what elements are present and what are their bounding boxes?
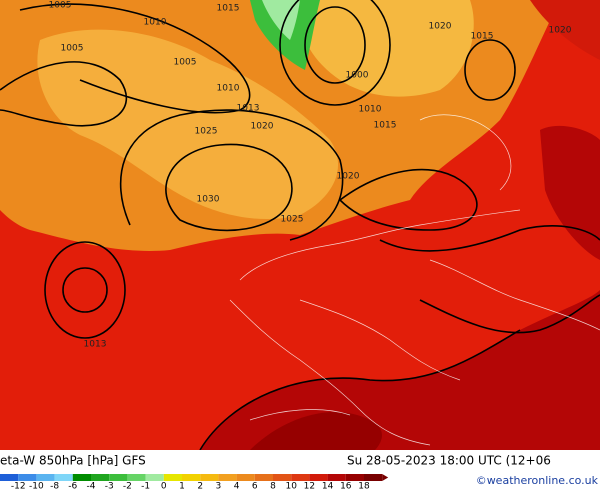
contour-label: 1015 [374,121,397,131]
colorbar-swatch [254,474,273,481]
light-orange-region [37,29,339,220]
colorbar-swatch [72,474,91,481]
colorbar-swatch [236,474,255,481]
contour-label: 1020 [251,122,274,132]
colorbar-label: 3 [216,482,222,491]
colorbar-swatch [145,474,164,481]
colorbar-label: -12 [11,482,26,491]
colorbar-swatch [18,474,37,481]
colorbar-label: 0 [161,482,167,491]
colorbar-swatch [200,474,219,481]
contour-label: 1020 [429,22,452,32]
colorbar-label: 8 [270,482,276,491]
colorbar-swatch [327,474,346,481]
colorbar-swatch [127,474,146,481]
colorbar-label: 12 [304,482,315,491]
colorbar-label: -6 [68,482,77,491]
contour-label: 1020 [549,26,572,36]
contour-label: 1005 [61,44,84,54]
colorbar-swatch [54,474,73,481]
colorbar-swatch [291,474,310,481]
colorbar-label: 14 [322,482,334,491]
colorbar-swatch [91,474,110,481]
colorbar-swatch [218,474,237,481]
contour-label: 1025 [281,215,304,225]
colorbar: -12 -10 -8 -6 -4 -3 -2 -1 0 1 2 3 4 6 8 10 12 14 16 18 [0,474,389,492]
contour-label: 1013 [237,104,260,114]
contour-label: 1010 [359,105,382,115]
colorbar-label: 6 [252,482,258,491]
colorbar-label: -2 [123,482,132,491]
colorbar-label: -1 [141,482,150,491]
contour-label: 1020 [337,172,360,182]
colorbar-label: 16 [340,482,352,491]
timestamp: Su 28-05-2023 18:00 UTC (12+06 [347,454,551,468]
contour-label: 1015 [471,32,494,42]
colorbar-label: -10 [29,482,44,491]
contour-label: 1015 [217,4,240,14]
contour-label: 1013 [84,340,107,350]
dark-red-region [540,125,600,260]
contour-label: 1005 [174,58,197,68]
colorbar-label: 2 [197,482,203,491]
darker-red-region [250,411,382,450]
colorbar-swatch [345,474,364,481]
contour-label: 1000 [346,71,369,81]
colorbar-swatch [36,474,55,481]
contour-label: 1030 [197,195,220,205]
map-title: eta-W 850hPa [hPa] GFS [0,454,146,468]
colorbar-swatch [364,474,383,481]
isobars [0,0,600,451]
contour-label: 1010 [217,84,240,94]
colorbar-label: -8 [50,482,59,491]
credit: ©weatheronline.co.uk [476,474,599,487]
colorbar-swatch [309,474,328,481]
footer [0,450,600,490]
colorbar-swatch [182,474,201,481]
contour-label: 1025 [195,127,218,137]
colorbar-label: 4 [234,482,240,491]
colorbar-swatch [0,474,19,481]
contour-labels: 1005 1010 1015 1005 1005 1000 1020 1010 1013 1020… [49,1,572,350]
colorbar-label: 10 [285,482,297,491]
colorbar-swatch [163,474,182,481]
red-region [530,0,600,60]
coastlines [229,114,600,446]
colorbar-arrow [382,474,389,481]
contour-label: 1010 [144,18,167,28]
colorbar-swatch [109,474,128,481]
map: 1005 1010 1015 1005 1005 1000 1020 1010 1013 1020… [0,0,600,451]
colorbar-label: 1 [179,482,185,491]
colorbar-label: 18 [358,482,370,491]
contour-label: 1005 [49,1,72,11]
light-orange-region [299,0,474,97]
colorbar-swatch [273,474,292,481]
colorbar-label: -3 [105,482,114,491]
colorbar-label: -4 [87,482,96,491]
